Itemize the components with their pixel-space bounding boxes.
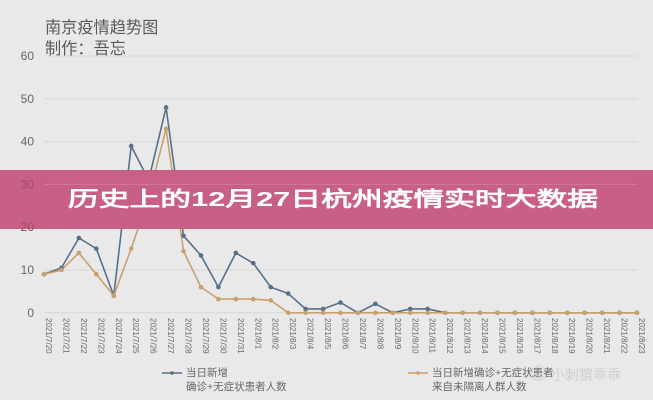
- svg-text:2021/8/10: 2021/8/10: [410, 318, 419, 354]
- svg-text:2021/8/5: 2021/8/5: [323, 318, 332, 350]
- svg-text:当日新增: 当日新增: [186, 366, 228, 379]
- svg-text:2021/7/31: 2021/7/31: [236, 318, 245, 354]
- svg-text:2021/7/20: 2021/7/20: [44, 318, 53, 354]
- svg-text:2021/8/2: 2021/8/2: [271, 318, 280, 350]
- svg-text:南京疫情趋势图: 南京疫情趋势图: [45, 19, 158, 37]
- svg-text:2021/8/22: 2021/8/22: [620, 318, 629, 354]
- svg-text:2021/8/6: 2021/8/6: [341, 318, 350, 350]
- svg-text:2021/7/27: 2021/7/27: [166, 318, 175, 354]
- svg-text:确诊+无症状患者人数: 确诊+无症状患者人数: [186, 380, 287, 393]
- svg-text:制作：吾忘: 制作：吾忘: [45, 40, 126, 58]
- svg-text:10: 10: [21, 263, 35, 277]
- svg-text:2021/8/9: 2021/8/9: [393, 318, 402, 350]
- svg-text:50: 50: [21, 92, 35, 106]
- svg-text:2021/8/11: 2021/8/11: [428, 318, 437, 354]
- svg-text:2021/7/25: 2021/7/25: [131, 318, 140, 354]
- svg-text:2021/8/8: 2021/8/8: [375, 318, 384, 350]
- svg-text:2021/8/18: 2021/8/18: [550, 318, 559, 354]
- svg-text:当日新增确诊+无症状患者: 当日新增确诊+无症状患者: [432, 366, 554, 379]
- svg-text:2021/7/28: 2021/7/28: [184, 318, 193, 354]
- svg-text:2021/7/21: 2021/7/21: [61, 318, 70, 354]
- svg-text:2021/8/12: 2021/8/12: [445, 318, 454, 354]
- svg-text:2021/7/26: 2021/7/26: [149, 318, 158, 354]
- svg-text:2021/7/29: 2021/7/29: [201, 318, 210, 354]
- svg-text:2021/8/14: 2021/8/14: [480, 318, 489, 354]
- svg-text:2021/8/23: 2021/8/23: [637, 318, 646, 354]
- svg-text:2021/8/4: 2021/8/4: [306, 318, 315, 350]
- svg-text:2021/8/19: 2021/8/19: [567, 318, 576, 354]
- svg-text:2021/8/15: 2021/8/15: [497, 318, 506, 354]
- svg-text:2021/8/16: 2021/8/16: [515, 318, 524, 354]
- svg-text:20: 20: [21, 220, 35, 234]
- svg-text:0: 0: [27, 306, 34, 320]
- svg-text:2021/8/17: 2021/8/17: [532, 318, 541, 354]
- svg-text:2021/7/24: 2021/7/24: [114, 318, 123, 354]
- svg-text:小刺猬乖乖: 小刺猬乖乖: [551, 367, 621, 383]
- svg-text:2021/8/3: 2021/8/3: [288, 318, 297, 350]
- svg-text:2021/7/22: 2021/7/22: [79, 318, 88, 354]
- svg-text:2021/8/21: 2021/8/21: [602, 318, 611, 354]
- svg-text:2021/8/13: 2021/8/13: [463, 318, 472, 354]
- svg-text:历史上的12月27日杭州疫情实时大数据: 历史上的12月27日杭州疫情实时大数据: [68, 187, 599, 211]
- svg-text:2021/8/7: 2021/8/7: [358, 318, 367, 350]
- svg-text:2021/8/20: 2021/8/20: [585, 318, 594, 354]
- svg-text:60: 60: [21, 49, 35, 63]
- svg-text:40: 40: [21, 135, 35, 149]
- svg-text:2021/8/1: 2021/8/1: [253, 318, 262, 350]
- svg-text:2021/7/23: 2021/7/23: [96, 318, 105, 354]
- svg-text:来自未隔离人群人数: 来自未隔离人群人数: [432, 380, 527, 393]
- svg-text:30: 30: [21, 177, 35, 191]
- svg-text:2021/7/30: 2021/7/30: [218, 318, 227, 354]
